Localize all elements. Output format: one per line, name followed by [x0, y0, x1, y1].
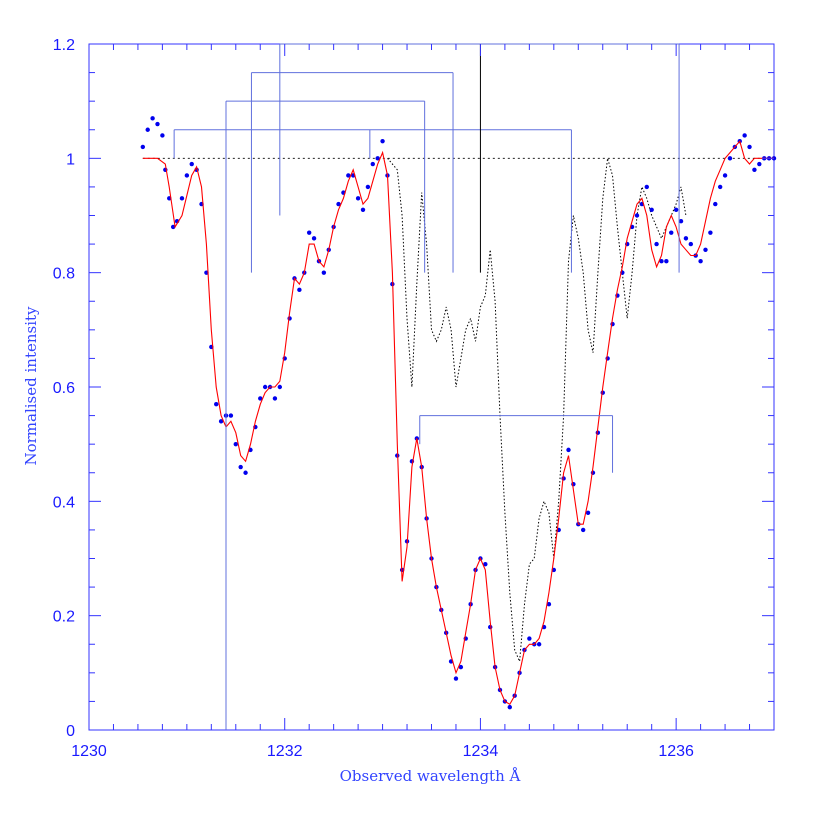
data-point: [360, 207, 366, 212]
data-point: [311, 236, 317, 241]
data-point: [727, 156, 733, 161]
data-point: [336, 201, 341, 207]
data-point: [453, 676, 459, 681]
data-point: [546, 602, 552, 607]
data-point: [140, 144, 146, 150]
data-point: [703, 247, 708, 252]
data-point: [688, 241, 694, 247]
data-point: [708, 230, 713, 235]
data-point: [184, 173, 190, 178]
data-point: [370, 161, 375, 167]
data-point: [585, 510, 591, 515]
data-point: [722, 173, 728, 178]
data-point: [644, 184, 649, 190]
data-point: [536, 642, 542, 647]
data-point: [654, 241, 659, 247]
data-point: [365, 184, 371, 190]
data-point: [346, 173, 351, 178]
y-axis-title: Normalised intensity: [22, 306, 40, 466]
plot-frame: [88, 43, 775, 731]
y-tick-label: 0: [66, 723, 75, 740]
axis-ticks-layer: [88, 43, 775, 731]
tick-labels-layer: 1230 1232 1234 1236 0 0.2 0.4 0.6 0.8 1 1.2: [53, 37, 694, 760]
data-point: [580, 527, 586, 533]
y-tick-label: 0.4: [53, 494, 75, 511]
data-point: [277, 384, 283, 390]
data-point: [145, 127, 150, 132]
data-point: [673, 207, 679, 212]
data-point: [380, 138, 385, 144]
data-point: [566, 447, 571, 453]
data-point: [717, 184, 723, 190]
data-point: [155, 121, 160, 127]
data-point: [214, 401, 219, 407]
data-point: [228, 413, 234, 418]
data-point: [507, 704, 512, 710]
y-tick-label: 1.2: [53, 37, 75, 54]
data-point: [683, 236, 689, 241]
data-point: [669, 230, 674, 235]
data-point: [160, 133, 165, 138]
data-point: [458, 664, 464, 670]
data-point: [262, 384, 268, 390]
data-point: [742, 133, 747, 138]
data-point: [678, 219, 684, 224]
data-point: [238, 464, 243, 470]
x-tick-label: 1232: [267, 743, 303, 760]
dotted-spectrum-line: [387, 157, 687, 662]
data-point: [243, 470, 248, 475]
data-point: [527, 636, 532, 641]
data-point: [272, 396, 278, 401]
line-marker-layer: [173, 43, 680, 730]
data-point: [179, 196, 185, 201]
dotted-spectrum-layer: [387, 157, 687, 662]
data-point: [233, 441, 238, 447]
data-points-layer: [140, 116, 777, 710]
x-tick-label: 1234: [463, 743, 499, 760]
model-fit-layer: [142, 140, 774, 706]
data-point: [170, 224, 176, 230]
data-point: [752, 167, 757, 172]
data-point: [355, 196, 361, 201]
data-point: [375, 156, 380, 161]
data-point: [150, 116, 155, 121]
data-point: [747, 144, 752, 150]
model-fit-line: [142, 140, 774, 706]
y-tick-label: 0.8: [53, 266, 75, 283]
data-point: [698, 259, 703, 264]
x-tick-label: 1236: [658, 743, 694, 760]
x-tick-label: 1230: [71, 743, 107, 760]
data-point: [306, 230, 312, 235]
data-point: [634, 213, 640, 218]
data-point: [757, 161, 762, 167]
data-point: [649, 207, 654, 212]
data-point: [321, 270, 327, 275]
data-point: [297, 287, 302, 293]
data-point: [258, 396, 263, 401]
y-tick-label: 1: [66, 151, 75, 168]
data-point: [664, 259, 669, 264]
data-point: [659, 259, 664, 264]
data-point: [713, 201, 718, 207]
data-point: [218, 419, 224, 424]
y-tick-label: 0.2: [53, 609, 75, 626]
y-tick-label: 0.6: [53, 380, 75, 397]
x-axis-title: Observed wavelength Å: [340, 767, 521, 785]
data-point: [483, 562, 488, 567]
plot-border: [88, 43, 775, 731]
data-point: [189, 161, 194, 167]
